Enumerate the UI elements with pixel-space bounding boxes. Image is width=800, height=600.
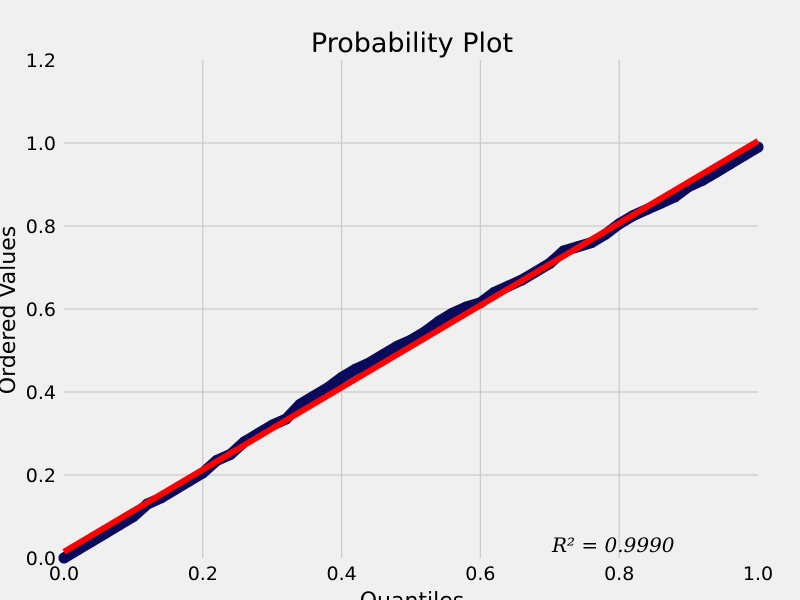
data-point — [363, 357, 375, 369]
fit-line-group — [62, 138, 760, 555]
fit-line — [62, 138, 760, 555]
y-tick-label: 0.0 — [26, 548, 56, 570]
x-tick-label: 0.0 — [49, 563, 79, 585]
y-tick-label: 0.6 — [26, 299, 56, 321]
x-tick-label: 0.4 — [326, 563, 356, 585]
data-point — [447, 307, 459, 319]
data-point — [336, 371, 348, 383]
data-point — [58, 552, 70, 564]
x-tick-label: 0.6 — [465, 563, 495, 585]
x-axis-label: Quantiles — [360, 589, 465, 600]
y-tick-label: 1.2 — [26, 50, 56, 72]
chart-title: Probability Plot — [311, 28, 513, 59]
data-points — [58, 141, 764, 564]
y-tick-label: 0.2 — [26, 465, 56, 487]
data-point — [349, 363, 361, 375]
tick-labels: 0.0 0.2 0.4 0.6 0.8 1.0 0.0 0.2 0.4 0.6 0.8 1.0 1.2 — [26, 50, 773, 585]
y-tick-label: 0.8 — [26, 216, 56, 238]
data-point — [433, 315, 445, 327]
x-tick-label: 0.8 — [604, 563, 634, 585]
r-squared-annotation: R² = 0.9990 — [551, 533, 675, 557]
data-point — [377, 349, 389, 361]
x-tick-label: 0.2 — [188, 563, 218, 585]
y-axis-label: Ordered Values — [0, 226, 21, 394]
x-tick-label: 1.0 — [743, 563, 773, 585]
y-tick-label: 0.4 — [26, 382, 56, 404]
y-tick-label: 1.0 — [26, 133, 56, 155]
data-point — [391, 340, 403, 352]
grid-lines — [64, 60, 758, 558]
ordered-values-band — [58, 141, 764, 564]
